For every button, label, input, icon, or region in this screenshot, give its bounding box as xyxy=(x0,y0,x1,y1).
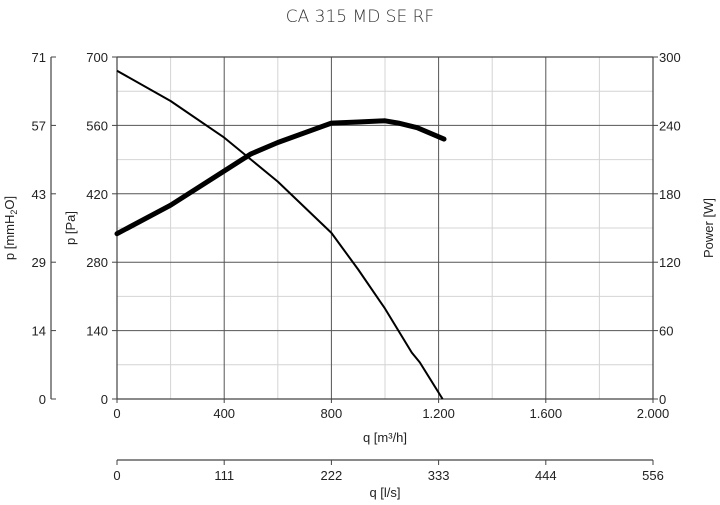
svg-text:333: 333 xyxy=(428,468,450,483)
svg-text:0: 0 xyxy=(659,392,666,407)
svg-text:43: 43 xyxy=(32,187,46,202)
svg-text:111: 111 xyxy=(214,468,234,483)
svg-text:400: 400 xyxy=(213,406,235,421)
y-axis-label-pa: p [Pa] xyxy=(63,211,78,245)
svg-text:0: 0 xyxy=(113,406,120,421)
svg-text:700: 700 xyxy=(86,50,108,65)
svg-text:2.000: 2.000 xyxy=(637,406,670,421)
svg-text:0: 0 xyxy=(39,392,46,407)
major-gridlines xyxy=(117,57,653,399)
svg-text:556: 556 xyxy=(642,468,664,483)
svg-text:800: 800 xyxy=(321,406,343,421)
svg-text:0: 0 xyxy=(101,392,108,407)
svg-text:140: 140 xyxy=(86,324,108,339)
minor-gridlines xyxy=(117,57,653,399)
svg-text:1.200: 1.200 xyxy=(422,406,455,421)
svg-text:300: 300 xyxy=(659,50,681,65)
svg-text:280: 280 xyxy=(86,255,108,270)
svg-text:120: 120 xyxy=(659,255,681,270)
svg-text:14: 14 xyxy=(32,324,46,339)
chart-title: CA 315 MD SE RF xyxy=(286,7,434,27)
svg-text:560: 560 xyxy=(86,118,108,133)
svg-text:29: 29 xyxy=(32,255,46,270)
svg-text:71: 71 xyxy=(32,50,46,65)
power-curve xyxy=(114,118,447,237)
y-axis-label-power: Power [W] xyxy=(701,198,716,258)
pressure-curve xyxy=(116,69,444,400)
x2-axis-label: q [l/s] xyxy=(369,485,400,500)
svg-text:240: 240 xyxy=(659,118,681,133)
svg-text:1.600: 1.600 xyxy=(530,406,563,421)
svg-text:444: 444 xyxy=(535,468,557,483)
svg-text:0: 0 xyxy=(113,468,120,483)
svg-text:57: 57 xyxy=(32,118,46,133)
svg-text:222: 222 xyxy=(321,468,343,483)
x-axis-label: q [m³/h] xyxy=(363,430,407,445)
svg-text:60: 60 xyxy=(659,324,673,339)
svg-text:420: 420 xyxy=(86,187,108,202)
svg-text:180: 180 xyxy=(659,187,681,202)
y-axis-label-mmh2o: p [mmH2O] xyxy=(2,196,19,260)
